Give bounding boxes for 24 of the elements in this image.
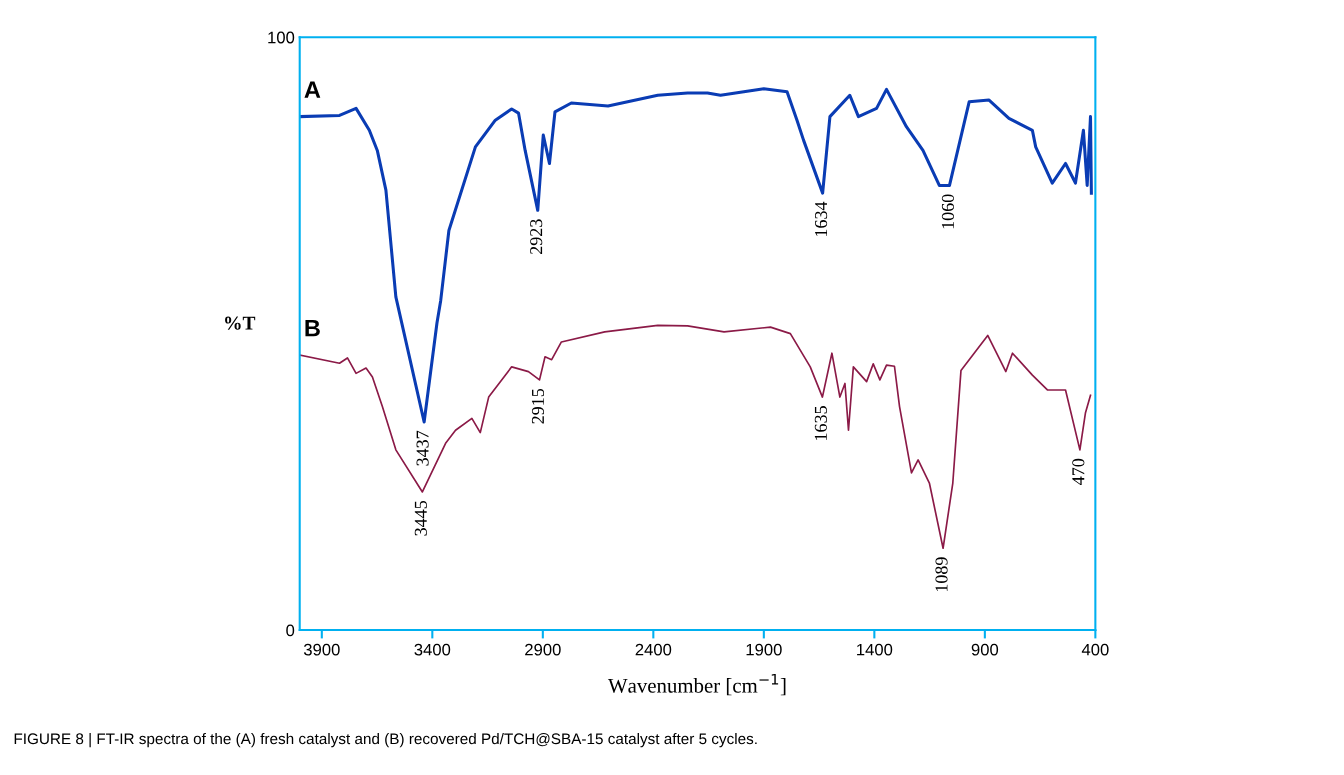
series-label: A (304, 81, 321, 98)
annotation: 1635 (814, 406, 827, 440)
annotation: 1060 (941, 194, 955, 229)
y-tick-label: 100 (268, 31, 295, 44)
x-tick-label: 400 (1081, 643, 1109, 656)
annotation: 3437 (416, 430, 429, 466)
annotation: 1634 (815, 201, 828, 236)
y-axis-title: %T (225, 316, 256, 330)
x-tick-label: 3400 (414, 643, 451, 656)
x-tick-label: 2900 (525, 643, 561, 656)
x-tick-label: 2400 (635, 643, 672, 656)
x-tick-label: 1900 (746, 643, 782, 656)
x-tick-label: 3900 (303, 643, 340, 656)
x-axis-title: Wavenumber [cm$^{−1}$] (607, 673, 786, 696)
annotation: 2923 (530, 219, 543, 254)
y-tick-label: 0 (286, 624, 295, 637)
annotation: 3445 (414, 500, 427, 536)
caption: FIGURE 8 | FT-IR spectra of the (A) fresh catalyst and (B) recovered Pd/TCH@SBA-15 catalyst after 5 cycles. (14, 732, 757, 748)
series-label: B (305, 319, 320, 337)
annotation: 2915 (531, 388, 545, 424)
x-tick-label: 1400 (857, 643, 893, 656)
annotation: 1089 (935, 557, 948, 592)
x-tick-label: 900 (971, 643, 999, 656)
annotation: 470 (1072, 458, 1085, 485)
